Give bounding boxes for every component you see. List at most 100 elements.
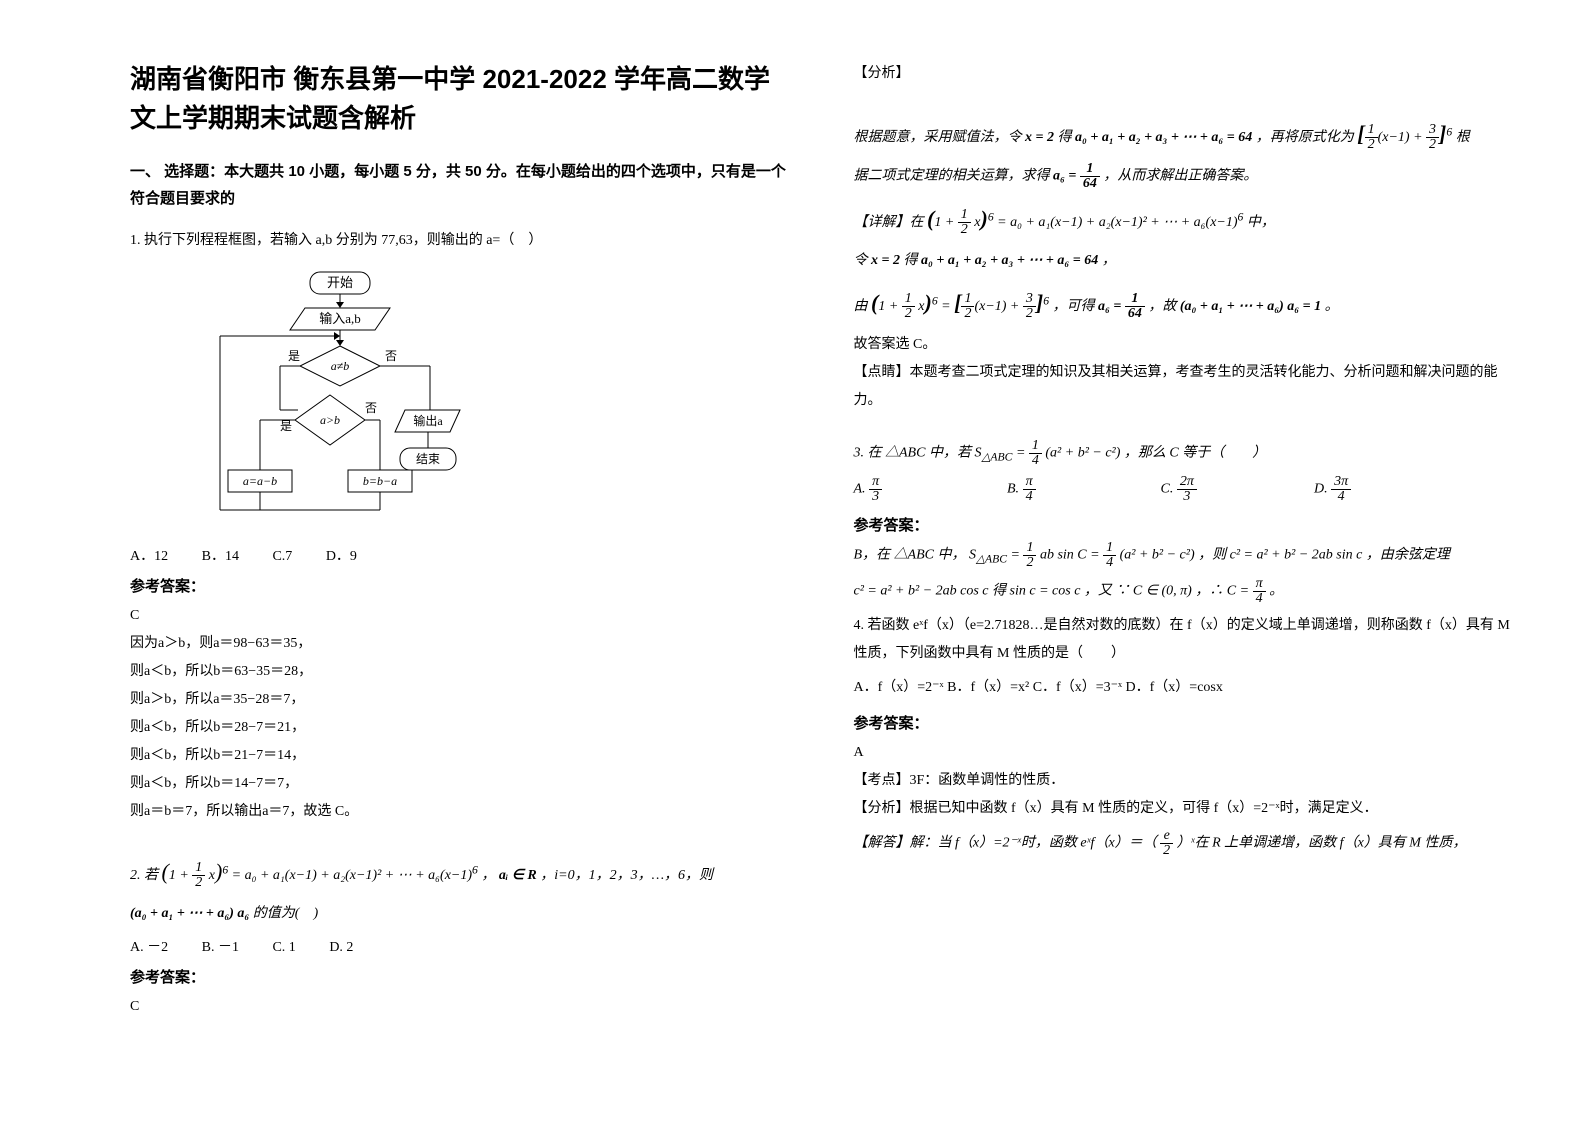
q3m1: 中，若 [929,446,971,461]
q1-opt-d: D．9 [326,549,357,564]
q4-fx: 【分析】根据已知中函数 f（x）具有 M 性质的定义，可得 f（x）=2⁻ˣ时，… [854,795,1518,823]
a6eq2: a₆ = [1098,299,1121,314]
dl3b: ，可得 [1053,299,1095,314]
abc2: (a² + b² − c²) [1120,548,1195,563]
q1-step-3: 则a＜b，所以b＝28−7＝21， [130,714,794,742]
sum64b: a₀ + a₁ + a₂ + a₃ + ⋯ + a₆ = 64 [921,253,1098,268]
S2: S [969,548,976,563]
q1-options: A．12 B．14 C.7 D．9 [130,545,794,565]
q2-opt-c: C. 1 [272,940,295,955]
c2: c² = a² + b² − 2ab cos c [854,583,989,598]
a2a: 据二项式定理的相关运算，求得 [854,169,1050,184]
flowchart: 开始 输入a,b a≠b 是 否 a>b 是 [210,270,470,530]
dianjing: 【点睛】本题考查二项式定理的知识及其相关运算，考查考生的灵活转化能力、分析问题和… [854,359,1518,415]
q4jda: 【解答】解：当 f（x）=2⁻ˣ时，函数 eˣf（x）＝（ [854,835,1157,850]
ai-R: aᵢ ∈ R [499,868,537,883]
subS: △ABC [981,451,1012,464]
section-1-head: 一、 选择题：本大题共 10 小题，每小题 5 分，共 50 分。在每小题给出的… [130,158,794,212]
q3l2c: ，∴ [1195,583,1223,598]
q1-opt-b: B．14 [202,549,239,564]
prod-a: (a₀ + a₁ + ⋯ + a₆) a₆ [130,906,249,921]
detail-line2: 令 x = 2 得 a₀ + a₁ + a₂ + a₃ + ⋯ + a₆ = 6… [854,247,1518,275]
dh_b: 中， [1247,215,1275,230]
q2-t1: ， [481,868,495,883]
flow-yes1: 是 [288,349,300,363]
tri2: △ABC [894,548,934,563]
q1-step-2: 则a＞b，所以a＝35−28＝7， [130,686,794,714]
xeq2: x = 2 [1025,130,1054,145]
q3-body1: B，在 △ABC 中， S△ABC = 12 ab sin C = 14 (a²… [854,541,1518,571]
q3A: A. [854,482,866,497]
dl3a: 由 [854,299,868,314]
q3l2b: ，又 [1084,583,1112,598]
analysis-head: 【分析】 [854,60,1518,88]
q1-ans: C [130,602,794,630]
detail-end: 故答案选 C。 [854,331,1518,359]
q1-text: 1. 执行下列程程框图，若输入 a,b 分别为 77,63，则输出的 a=（ ） [130,227,794,255]
flow-cond2: a>b [320,413,340,427]
detail-line1: 【详解】在 (1 + 12 x)6 = a₀ + a₁(x−1) + a₂(x−… [854,197,1518,241]
detail-line3: 由 (1 + 12 x)6 = [12(x−1) + 32]6 ，可得 a₆ =… [854,281,1518,325]
q2-prod: (a₀ + a₁ + ⋯ + a₆) a₆ 的值为( ) [130,900,794,928]
a2b: ，从而求解出正确答案。 [1103,169,1257,184]
analysis-line2: 据二项式定理的相关运算，求得 a₆ = 164 ，从而求解出正确答案。 [854,162,1518,191]
q3-ans-head: 参考答案： [854,514,1518,535]
q3l2a: 得 [992,583,1006,598]
absinc: ab sin C [1040,548,1087,563]
q4-kd: 【考点】3F：函数单调性的性质． [854,767,1518,795]
q1-opt-a: A．12 [130,549,168,564]
a6eq: a₆ = [1053,169,1076,184]
flow-input: 输入a,b [319,311,361,326]
page: 湖南省衡阳市 衡东县第一中学 2021-2022 学年高二数学文上学期期末试题含… [0,0,1587,1122]
q2-options: A. －2 B. －1 C. 1 D. 2 [130,936,794,956]
q1-step-5: 则a＜b，所以b＝14−7＝7， [130,770,794,798]
right-column: 【分析】 根据题意，采用赋值法，令 x = 2 得 a₀ + a₁ + a₂ +… [824,60,1548,1082]
flow-output: 输出a [413,413,443,428]
q2-t3: 的值为( ) [253,906,318,921]
q3D: D. [1314,482,1328,497]
a1d: 根 [1456,130,1470,145]
flow-yes2: 是 [280,419,292,433]
analysis-line1: 根据题意，采用赋值法，令 x = 2 得 a₀ + a₁ + a₂ + a₃ +… [854,112,1518,156]
dl3d: 。 [1325,299,1339,314]
q3C: C. [1161,482,1174,497]
q3bd: ，由余弦定理 [1366,548,1450,563]
dl2b: 得 [903,253,917,268]
q4-ans: A [854,739,1518,767]
flow-box2: b=b−a [363,474,397,488]
c2b: c² = a² + b² − 2ab sin c [1230,548,1363,563]
tri: △ABC [885,446,925,461]
C: C [1169,446,1178,461]
q2-text: 2. 若 (1 + 12 x)6 = a₀ + a₁(x−1) + a₂(x−1… [130,850,794,894]
q2-ans: C [130,993,794,1021]
q1-step-6: 则a＝b＝7，所以输出a＝7，故选 C。 [130,798,794,826]
q3lead: 3. 在 [854,446,882,461]
dl2a: 令 [854,253,868,268]
eq2: = [1011,548,1024,563]
dl3c: ，故 [1148,299,1176,314]
q2-opt-a: A. －2 [130,940,168,955]
dh_a: 【详解】在 [854,215,924,230]
a1a: 根据题意，采用赋值法，令 [854,130,1022,145]
a1c: ，再将原式化为 [1256,130,1354,145]
q2-t2: ，i=0，1，2，3，…，6，则 [540,868,713,883]
flow-cond1: a≠b [331,359,350,373]
q4-ans-head: 参考答案： [854,712,1518,733]
q3m2: ，那么 [1124,446,1166,461]
abc: (a² + b² − c²) [1045,446,1120,461]
prod1: (a₀ + a₁ + ⋯ + a₆) a₆ = 1 [1180,299,1321,314]
q1-opt-c: C.7 [272,549,292,564]
q4-opts: A．f（x）=2⁻ˣ B．f（x）=x² C．f（x）=3⁻ˣ D．f（x）=c… [854,674,1518,702]
dl2c: ， [1102,253,1116,268]
q3-body2: c² = a² + b² − 2ab cos c 得 sin c = cos c… [854,577,1518,606]
q3bc: ，则 [1198,548,1226,563]
q1-step-0: 因为a＞b，则a＝98−63＝35， [130,630,794,658]
q3-options: A. π3 B. π4 C. 2π3 D. 3π4 [854,475,1518,504]
q3ba: B，在 [854,548,891,563]
eq: = [1016,446,1029,461]
flow-start: 开始 [327,275,353,290]
sum64: a₀ + a₁ + a₂ + a₃ + ⋯ + a₆ = 64 [1075,130,1252,145]
q2-ans-head: 参考答案： [130,966,794,987]
left-column: 湖南省衡阳市 衡东县第一中学 2021-2022 学年高二数学文上学期期末试题含… [100,60,824,1082]
flow-no1: 否 [385,349,397,363]
